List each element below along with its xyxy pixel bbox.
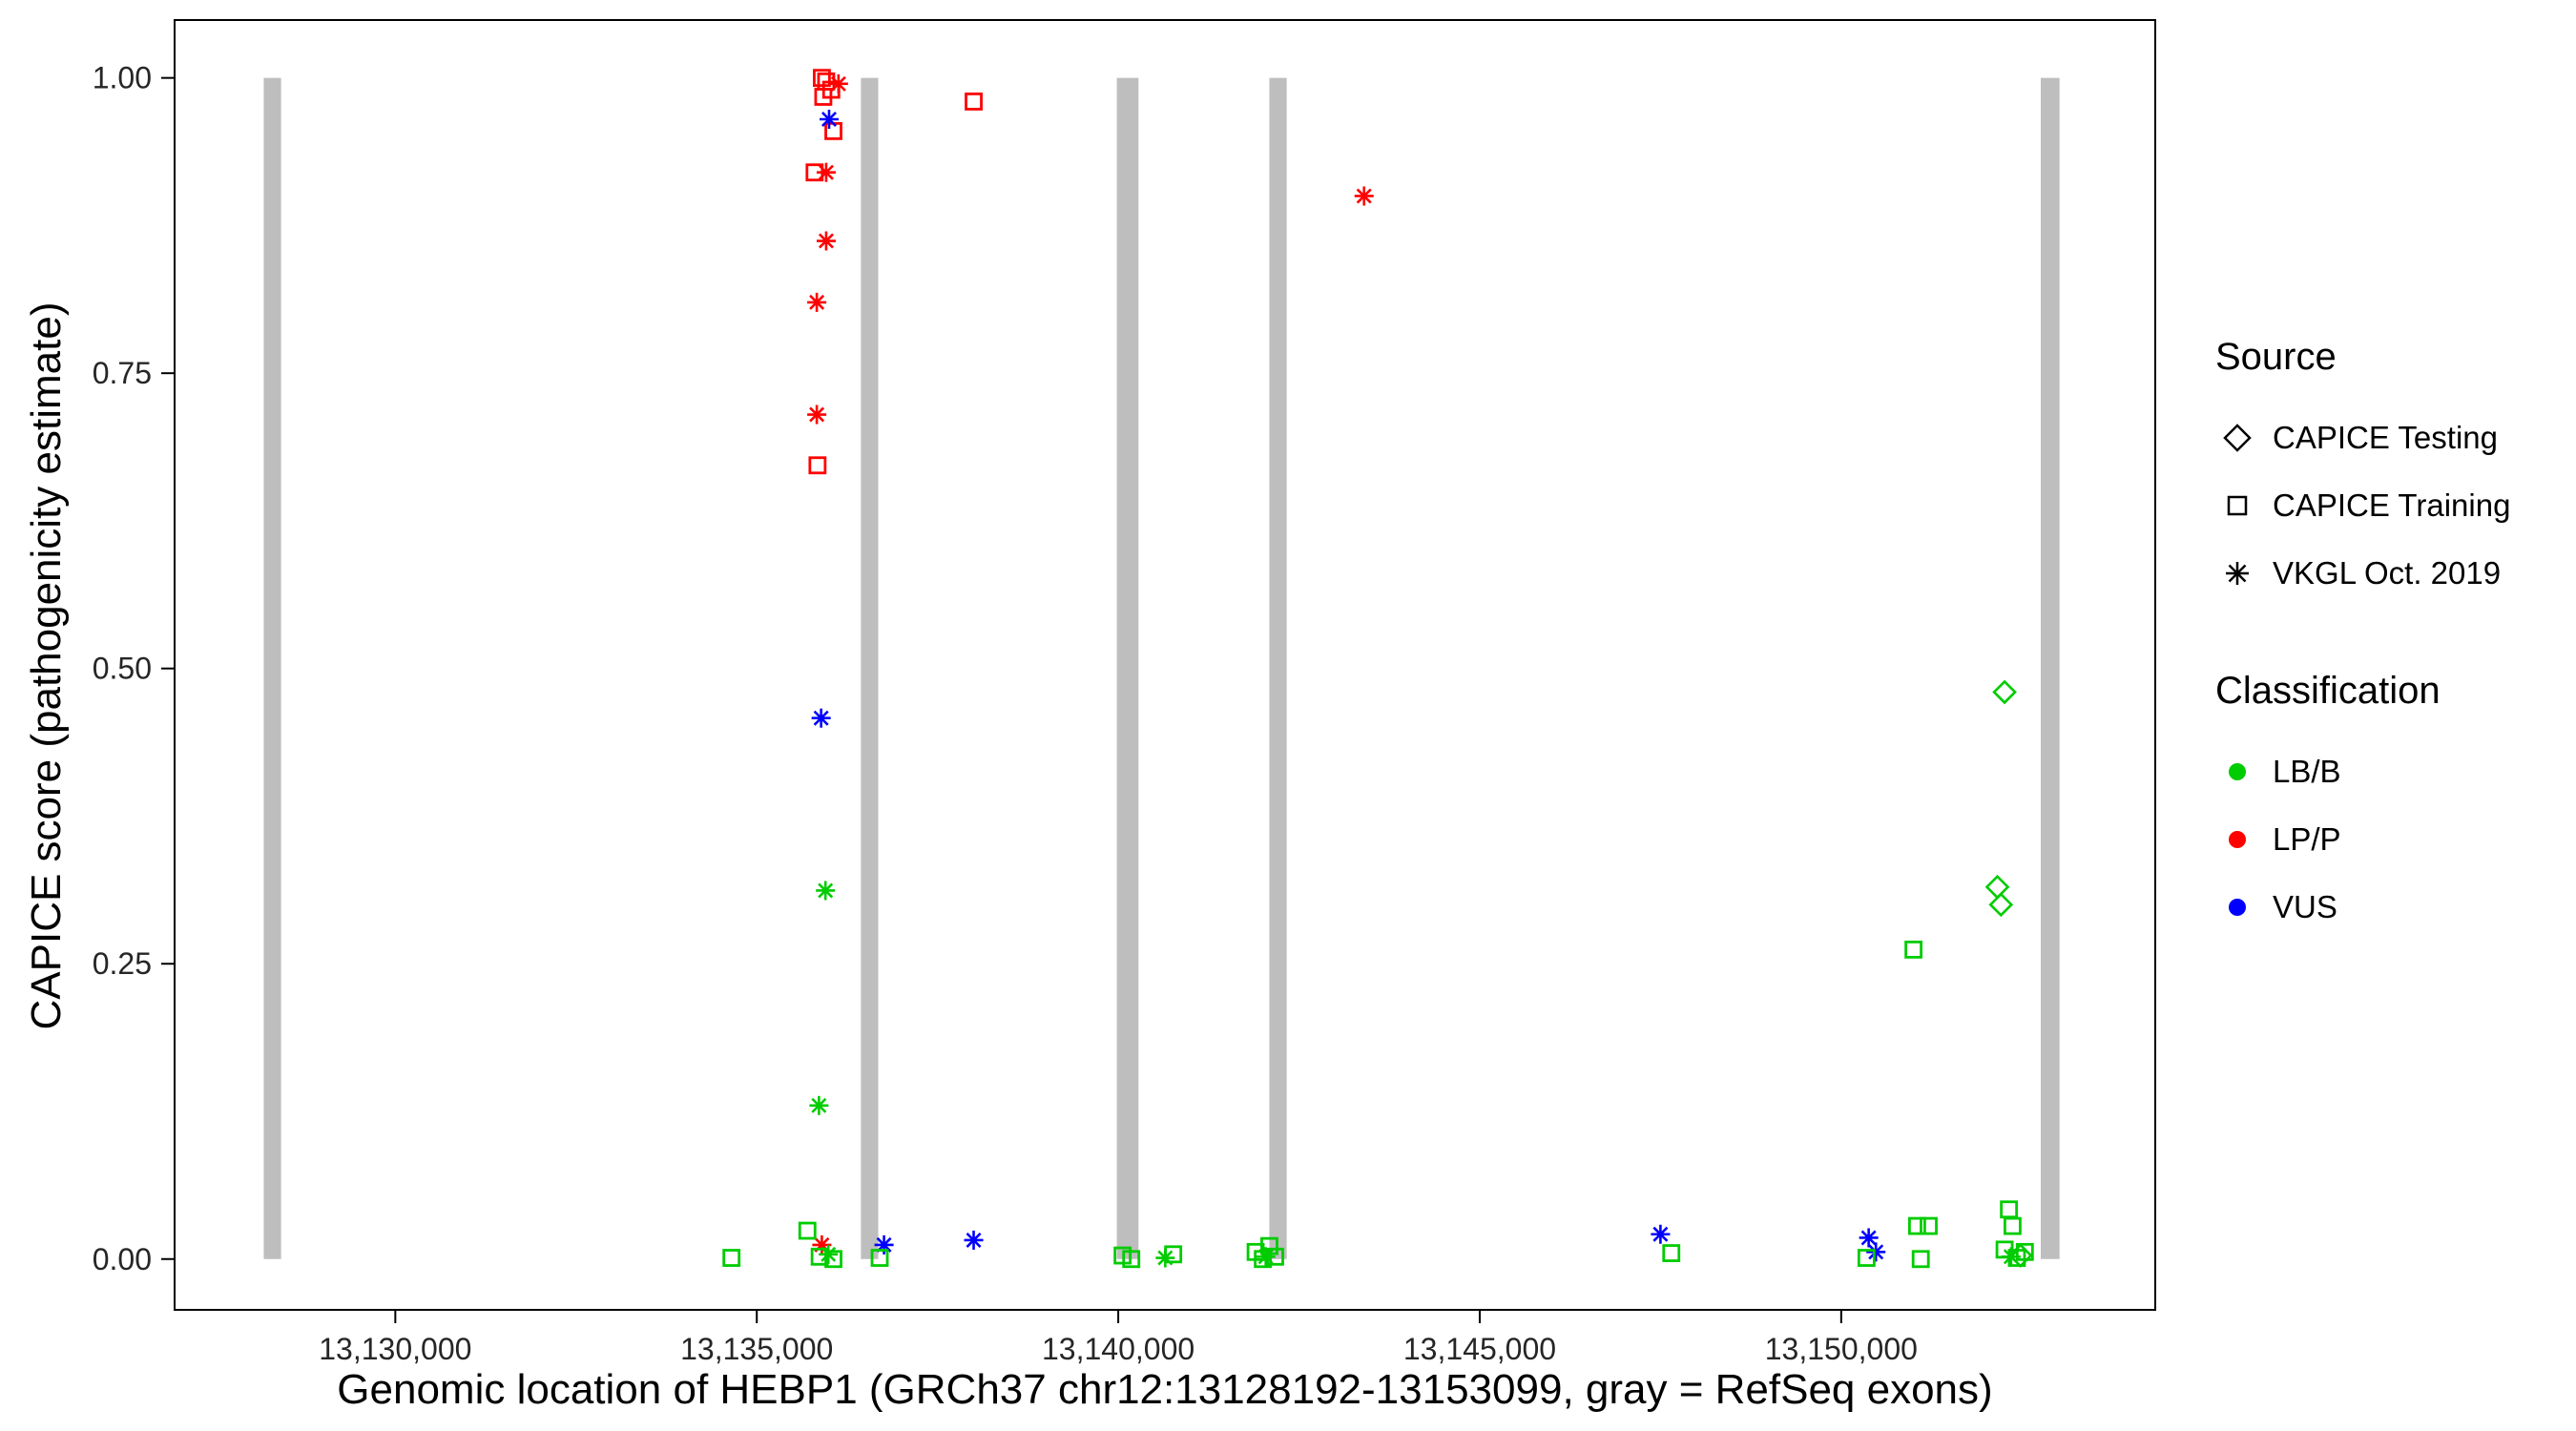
blue-dot-icon bbox=[2229, 898, 2246, 916]
data-point-square bbox=[1911, 1250, 1930, 1269]
x-axis-title: Genomic location of HEBP1 (GRCh37 chr12:… bbox=[337, 1366, 1993, 1413]
x-tick-label: 13,135,000 bbox=[680, 1332, 833, 1366]
data-point-asterisk bbox=[1651, 1224, 1671, 1244]
asterisk-arm bbox=[821, 1246, 837, 1262]
data-point-square bbox=[798, 1221, 817, 1240]
x-tick-label: 13,130,000 bbox=[319, 1332, 471, 1366]
refseq-exon-bar bbox=[1116, 77, 1139, 1259]
data-point-square bbox=[2015, 1242, 2034, 1261]
refseq-exon-bar bbox=[263, 77, 281, 1259]
y-tick-label: 0.00 bbox=[93, 1242, 152, 1276]
data-point-asterisk bbox=[816, 881, 836, 901]
data-point-asterisk bbox=[1859, 1228, 1879, 1248]
y-tick-label: 1.00 bbox=[93, 61, 152, 95]
data-point-diamond bbox=[2007, 1243, 2033, 1268]
data-point-diamond bbox=[1984, 874, 2010, 900]
asterisk-arm bbox=[1356, 188, 1372, 204]
data-point-asterisk bbox=[807, 404, 827, 425]
diamond-icon bbox=[2223, 423, 2252, 452]
data-point-square bbox=[1164, 1245, 1183, 1264]
data-point-diamond bbox=[1992, 679, 2017, 705]
data-point-asterisk bbox=[964, 1230, 984, 1250]
data-point-asterisk bbox=[816, 162, 836, 182]
legend-item-label: CAPICE Testing bbox=[2273, 419, 2498, 455]
legend-item-capice-training: CAPICE Training bbox=[2215, 471, 2570, 539]
legend-item-vkgl: VKGL Oct. 2019 bbox=[2215, 539, 2570, 607]
asterisk-arm bbox=[821, 112, 837, 127]
legend-item-lbb: LB/B bbox=[2215, 737, 2570, 805]
data-point-asterisk bbox=[819, 110, 839, 129]
legend-item-label: LP/P bbox=[2273, 820, 2341, 857]
asterisk-arm bbox=[809, 294, 825, 310]
data-point-diamond bbox=[1988, 892, 2014, 918]
asterisk-arm bbox=[966, 1232, 982, 1248]
data-point-asterisk bbox=[828, 73, 848, 93]
asterisk-icon bbox=[2226, 561, 2249, 585]
legend-item-label: CAPICE Training bbox=[2273, 487, 2511, 523]
data-point-square bbox=[814, 88, 833, 106]
green-dot-icon bbox=[2229, 762, 2246, 780]
data-point-asterisk bbox=[819, 1244, 839, 1264]
data-point-asterisk bbox=[811, 708, 831, 728]
data-point-square bbox=[824, 1250, 842, 1269]
data-point-square bbox=[965, 93, 983, 111]
asterisk-arm bbox=[1652, 1226, 1669, 1242]
data-point-asterisk bbox=[1866, 1242, 1886, 1262]
panel-border bbox=[174, 19, 2156, 1311]
y-axis-title: CAPICE score (pathogenicity estimate) bbox=[23, 301, 70, 1030]
legend-item-capice-testing: CAPICE Testing bbox=[2215, 404, 2570, 471]
square-icon bbox=[2227, 495, 2248, 515]
data-point-square bbox=[1662, 1244, 1681, 1262]
refseq-exon-bar bbox=[861, 77, 879, 1259]
refseq-exon-bar bbox=[1269, 77, 1287, 1259]
data-point-square bbox=[1857, 1249, 1876, 1267]
data-point-square bbox=[1907, 1216, 1926, 1235]
asterisk-arm bbox=[1868, 1244, 1884, 1260]
x-tick-label: 13,145,000 bbox=[1403, 1332, 1556, 1366]
y-tick-label: 0.50 bbox=[93, 652, 152, 686]
data-point-square bbox=[1920, 1216, 1938, 1235]
data-point-square bbox=[1904, 940, 1923, 959]
data-point-square bbox=[2000, 1200, 2019, 1219]
y-tick-label: 0.25 bbox=[93, 946, 152, 981]
data-point-square bbox=[870, 1249, 889, 1267]
asterisk-arm bbox=[811, 1097, 827, 1113]
asterisk-arm bbox=[1257, 1249, 1274, 1265]
legend-item-label: LB/B bbox=[2273, 753, 2341, 789]
data-point-asterisk bbox=[809, 1095, 829, 1115]
legend-item-vus: VUS bbox=[2215, 873, 2570, 941]
data-point-asterisk bbox=[816, 231, 836, 251]
asterisk-arm bbox=[818, 233, 834, 249]
data-point-square bbox=[1122, 1250, 1141, 1269]
legend-classification-title: Classification bbox=[2215, 670, 2441, 712]
data-point-square bbox=[808, 456, 827, 475]
asterisk-arm bbox=[813, 710, 829, 726]
asterisk-arm bbox=[1860, 1230, 1877, 1246]
asterisk-arm bbox=[818, 164, 834, 180]
data-point-square bbox=[722, 1249, 741, 1267]
asterisk-arm bbox=[830, 75, 846, 92]
x-tick-label: 13,140,000 bbox=[1042, 1332, 1195, 1366]
asterisk-arm bbox=[818, 882, 834, 899]
legend-source-title: Source bbox=[2215, 336, 2337, 378]
y-tick-label: 0.75 bbox=[93, 356, 152, 390]
refseq-exon-bar bbox=[2040, 77, 2060, 1259]
data-point-asterisk bbox=[807, 292, 827, 312]
data-point-square bbox=[813, 69, 831, 88]
asterisk-arm bbox=[809, 406, 825, 423]
data-point-asterisk bbox=[1354, 186, 1374, 206]
legend-item-lpp: LP/P bbox=[2215, 805, 2570, 873]
legend-item-label: VUS bbox=[2273, 888, 2337, 924]
legend-item-label: VKGL Oct. 2019 bbox=[2273, 554, 2502, 591]
data-point-asterisk bbox=[1256, 1247, 1276, 1267]
legend: Source CAPICE Testing CAPICE Training bbox=[2215, 336, 2570, 941]
data-point-square bbox=[2004, 1216, 2022, 1235]
red-dot-icon bbox=[2229, 830, 2246, 848]
x-tick-label: 13,150,000 bbox=[1765, 1332, 1918, 1366]
